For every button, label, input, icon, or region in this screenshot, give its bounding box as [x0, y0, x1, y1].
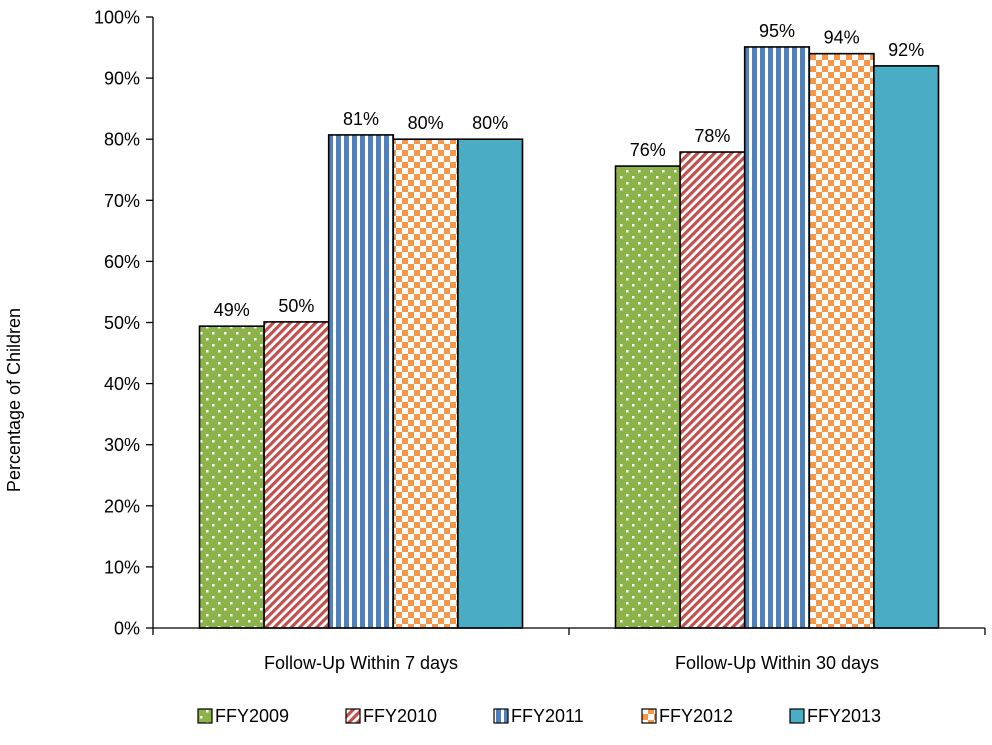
legend-label: FFY2009: [215, 706, 289, 726]
data-label: 76%: [630, 140, 666, 160]
data-label: 49%: [214, 300, 250, 320]
bar-ffy2009-1: [198, 325, 265, 629]
y-axis-label: Percentage of Children: [4, 308, 24, 492]
legend-swatch: [493, 708, 509, 724]
data-label: 94%: [824, 28, 860, 48]
legend-swatch: [197, 708, 213, 724]
legend-label: FFY2011: [511, 706, 584, 726]
plot-area: 49% 76% 50% 78% 81% 95% 80% 94% 80% 92%: [198, 21, 940, 629]
legend-swatch: [789, 708, 805, 724]
legend: FFY2009 FFY2010 FFY2011 FFY2012 FFY2013: [197, 706, 881, 726]
legend-label: FFY2010: [363, 706, 437, 726]
y-tick-label: 90%: [104, 69, 140, 89]
y-tick-label: 60%: [104, 252, 140, 272]
bar-ffy2012-2: [808, 52, 875, 629]
legend-swatch: [641, 708, 657, 724]
bar-ffy2013-2: [873, 65, 940, 629]
bar-ffy2010-1: [263, 321, 330, 629]
data-label: 81%: [343, 109, 379, 129]
data-label: 50%: [278, 296, 314, 316]
axes: 0% 10% 20% 30% 40% 50% 60% 70% 80% 90% 100% Follow-…: [94, 8, 986, 673]
bar-ffy2012-1: [392, 138, 459, 629]
y-tick-label: 70%: [104, 191, 140, 211]
bar-ffy2013-1: [457, 138, 524, 629]
bar-ffy2011-2: [743, 46, 811, 629]
x-tick-label: Follow-Up Within 30 days: [675, 653, 879, 673]
y-tick-label: 20%: [104, 496, 140, 516]
data-label: 95%: [759, 21, 795, 41]
bar-ffy2011-1: [327, 134, 395, 629]
data-label: 92%: [888, 40, 924, 60]
y-tick-label: 80%: [104, 130, 140, 150]
data-label: 78%: [694, 126, 730, 146]
data-label: 80%: [472, 113, 508, 133]
y-tick-label: 100%: [94, 8, 140, 28]
x-tick-label: Follow-Up Within 7 days: [264, 653, 458, 673]
y-tick-label: 50%: [104, 313, 140, 333]
y-tick-label: 10%: [104, 557, 140, 577]
data-label: 80%: [408, 113, 444, 133]
bar-ffy2009-2: [614, 165, 681, 629]
y-tick-label: 40%: [104, 374, 140, 394]
legend-swatch: [345, 708, 361, 724]
legend-label: FFY2013: [807, 706, 881, 726]
legend-label: FFY2012: [659, 706, 733, 726]
bar-ffy2010-2: [679, 151, 746, 629]
y-tick-label: 30%: [104, 435, 140, 455]
y-tick-label: 0%: [114, 619, 140, 639]
